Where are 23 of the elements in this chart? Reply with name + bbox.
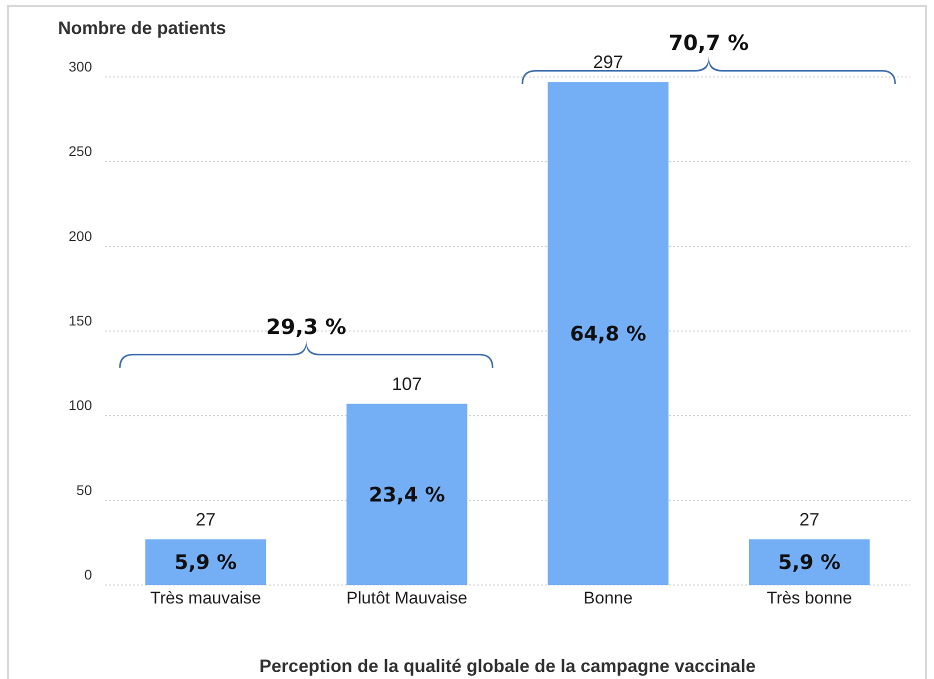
annotation: 23,4 % (368, 482, 446, 506)
y-tick-label: 200 (68, 228, 92, 244)
text: 70,7 % (668, 31, 749, 55)
data-label: 107 (392, 374, 422, 394)
data-label: 27 (799, 509, 820, 530)
annotation: 5,9 % (778, 550, 841, 574)
x-tick-label: Plutôt Mauvaise (346, 588, 468, 608)
x-tick-label: Très bonne (766, 588, 852, 608)
y-axis-title: Nombre de patients (58, 18, 226, 38)
annotation: 29,3 % (266, 314, 346, 339)
annotation: 64,8 % (570, 322, 646, 346)
y-tick-label: 300 (68, 58, 92, 74)
y-tick-label: 250 (68, 143, 92, 160)
x-axis-title: Perception de la qualité globale de la campagne vaccinale (259, 656, 756, 676)
y-tick-label: 0 (84, 566, 92, 582)
y-tick-label: 150 (68, 312, 92, 328)
data-label: 297 (593, 52, 624, 72)
y-tick-label: 100 (68, 397, 92, 414)
data-label: 27 (196, 509, 216, 530)
x-tick-label: Très mauvaise (150, 588, 262, 608)
annotation: 5,9 % (174, 550, 237, 574)
y-tick-label: 50 (76, 482, 92, 498)
x-tick-label: Bonne (584, 588, 633, 608)
